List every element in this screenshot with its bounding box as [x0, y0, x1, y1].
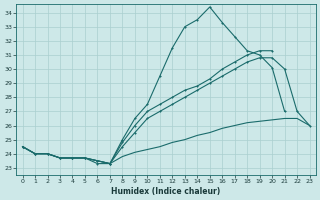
X-axis label: Humidex (Indice chaleur): Humidex (Indice chaleur): [111, 187, 221, 196]
